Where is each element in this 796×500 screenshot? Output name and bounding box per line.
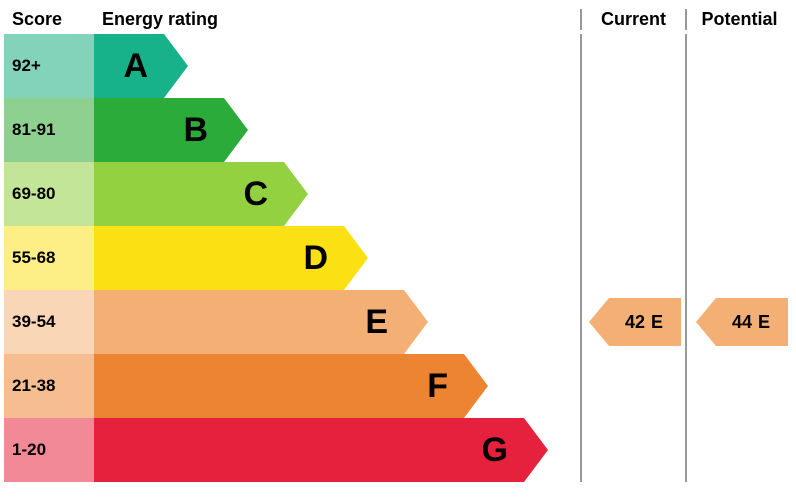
current-cell: 42 E [582,290,687,354]
bar-cell: D [94,226,582,290]
potential-badge-letter: E [758,312,770,333]
rating-row-a: 92+A [4,34,792,98]
header-current: Current [582,9,687,30]
rating-row-c: 69-80C [4,162,792,226]
current-badge: 42 E [609,298,681,346]
rating-bar-a: A [94,34,164,98]
rating-row-g: 1-20G [4,418,792,482]
rating-bar-f: F [94,354,464,418]
bar-cell: B [94,98,582,162]
rating-row-d: 55-68D [4,226,792,290]
potential-cell [687,418,792,482]
bar-cell: A [94,34,582,98]
score-cell: 69-80 [4,162,94,226]
potential-cell: 44 E [687,290,792,354]
bar-cell: E [94,290,582,354]
potential-cell [687,98,792,162]
score-cell: 1-20 [4,418,94,482]
header-score: Score [4,9,94,30]
current-badge-letter: E [651,312,663,333]
current-cell [582,34,687,98]
score-cell: 21-38 [4,354,94,418]
energy-rating-chart: Score Energy rating Current Potential 92… [4,4,792,482]
potential-cell [687,162,792,226]
header-row: Score Energy rating Current Potential [4,4,792,34]
score-cell: 92+ [4,34,94,98]
current-cell [582,162,687,226]
rating-bar-b: B [94,98,224,162]
rating-bar-c: C [94,162,284,226]
score-cell: 81-91 [4,98,94,162]
potential-cell [687,354,792,418]
rating-row-f: 21-38F [4,354,792,418]
current-cell [582,418,687,482]
rating-row-b: 81-91B [4,98,792,162]
bar-cell: C [94,162,582,226]
rating-bar-g: G [94,418,524,482]
header-potential: Potential [687,9,792,30]
bar-cell: G [94,418,582,482]
potential-cell [687,34,792,98]
rating-row-e: 39-54E42E44E [4,290,792,354]
potential-badge: 44 E [716,298,788,346]
rating-rows: 92+A81-91B69-80C55-68D39-54E42E44E21-38F… [4,34,792,482]
potential-cell [687,226,792,290]
current-cell [582,226,687,290]
current-cell [582,98,687,162]
current-cell [582,354,687,418]
potential-badge-value: 44 [732,312,752,333]
rating-bar-d: D [94,226,344,290]
rating-bar-e: E [94,290,404,354]
bar-cell: F [94,354,582,418]
score-cell: 39-54 [4,290,94,354]
current-badge-value: 42 [625,312,645,333]
score-cell: 55-68 [4,226,94,290]
header-rating: Energy rating [94,9,582,30]
